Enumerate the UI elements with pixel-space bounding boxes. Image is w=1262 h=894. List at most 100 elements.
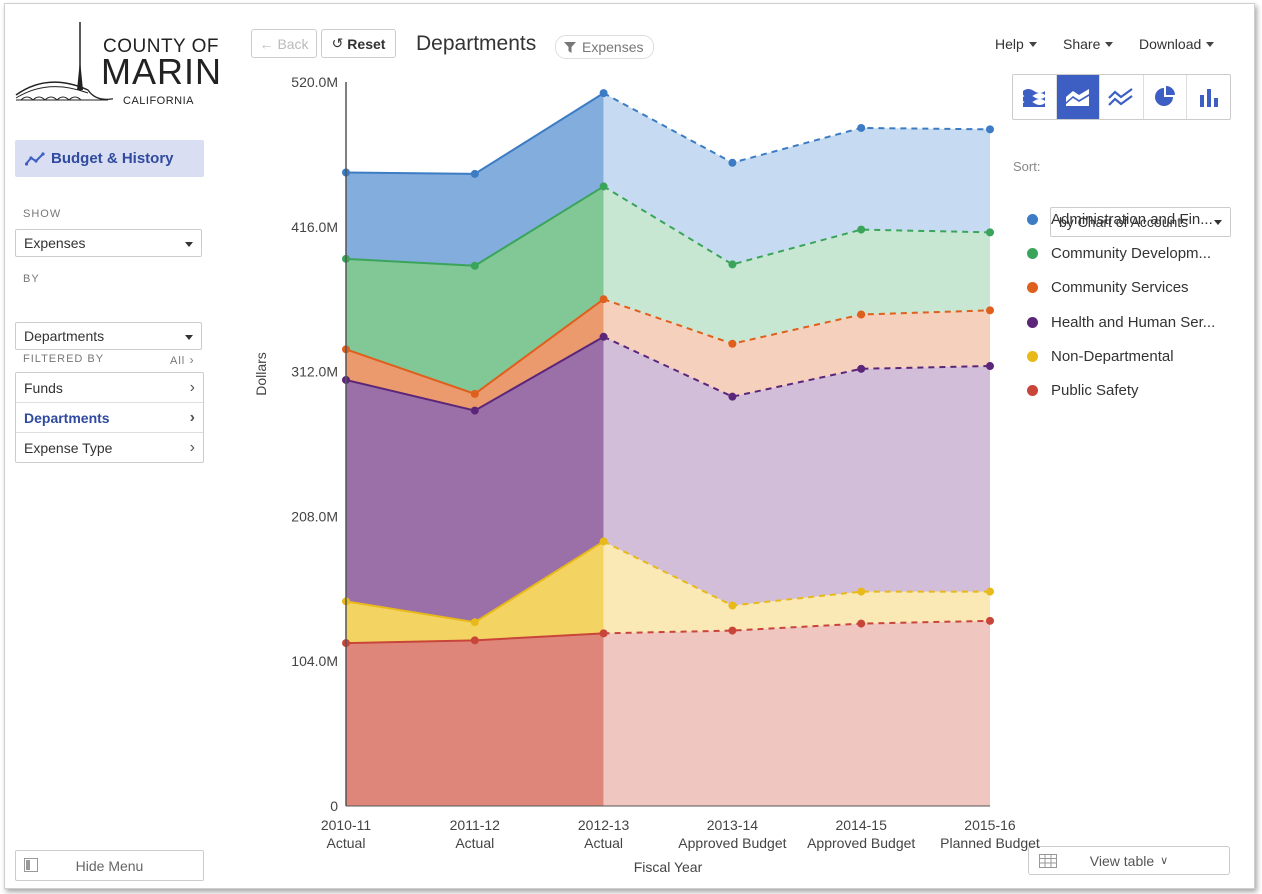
legend-label: Public Safety xyxy=(1051,382,1139,400)
x-tick-sublabel: Approved Budget xyxy=(807,835,915,851)
download-menu[interactable]: Download xyxy=(1139,36,1215,52)
stacked-area-wave-icon xyxy=(1023,89,1046,107)
area-band-budget xyxy=(603,186,990,344)
download-label: Download xyxy=(1139,36,1202,52)
x-axis-title: Fiscal Year xyxy=(634,859,703,875)
trend-line-icon xyxy=(25,151,45,166)
sort-select[interactable]: by Chart of Accounts xyxy=(1050,207,1231,237)
data-point xyxy=(599,537,608,546)
stacked-area-icon xyxy=(1065,89,1089,106)
chevron-right-icon: › xyxy=(185,353,195,367)
help-menu[interactable]: Help xyxy=(995,36,1037,52)
legend-item[interactable]: Community Developm... xyxy=(1027,236,1215,270)
legend-swatch xyxy=(1027,282,1038,294)
chevron-right-icon: › xyxy=(189,438,195,456)
page-title: Departments xyxy=(416,32,537,55)
filtered-by-label: FILTERED BY xyxy=(23,353,105,365)
x-tick-label: 2013-14 xyxy=(707,817,759,833)
chart-type-stream[interactable] xyxy=(1013,75,1057,119)
share-menu[interactable]: Share xyxy=(1063,36,1114,52)
area-band-budget xyxy=(603,299,990,397)
bar-icon xyxy=(1199,89,1218,107)
legend-label: Community Services xyxy=(1051,279,1189,297)
caret-down-icon xyxy=(1214,220,1222,225)
help-label: Help xyxy=(995,36,1024,52)
data-point xyxy=(857,587,866,596)
reset-label: Reset xyxy=(347,35,386,52)
chart-type-pie[interactable] xyxy=(1144,75,1188,119)
x-tick-label: 2011-12 xyxy=(450,817,501,833)
legend-label: Community Developm... xyxy=(1051,244,1212,262)
caret-down-icon xyxy=(1206,41,1215,47)
y-tick-label: 520.0M xyxy=(291,74,338,90)
data-point xyxy=(728,260,737,269)
chart-type-stacked-area[interactable] xyxy=(1056,75,1101,119)
data-point xyxy=(470,389,479,398)
logo-california-text: CALIFORNIA xyxy=(123,95,195,107)
logo-county-text: COUNTY OF xyxy=(103,36,220,57)
caret-down-icon xyxy=(1105,41,1114,47)
filter-item-label: Departments xyxy=(24,409,110,426)
filter-item-label: Expense Type xyxy=(24,439,113,456)
data-point xyxy=(986,306,994,315)
app-window: COUNTY OF MARIN CALIFORNIA Budget & Hist… xyxy=(4,3,1255,889)
legend-item[interactable]: Health and Human Ser... xyxy=(1027,305,1215,339)
reset-button[interactable]: ↺ Reset xyxy=(321,29,396,58)
filter-list: Funds › Departments › Expense Type › xyxy=(15,372,204,463)
chevron-down-icon: ∨ xyxy=(1160,855,1169,867)
pie-icon xyxy=(1155,86,1176,106)
chevron-right-icon: › xyxy=(189,378,195,396)
x-tick-sublabel: Approved Budget xyxy=(678,835,786,851)
x-tick-sublabel: Planned Budget xyxy=(940,835,1040,851)
data-point xyxy=(728,339,737,348)
departments-area-chart[interactable]: 0 104.0M 208.0M 312.0M 416.0M 520.0M 2010-11 Ac… xyxy=(5,4,1254,888)
legend-label: Administration and Fin... xyxy=(1051,210,1213,228)
series-line-budget xyxy=(603,335,991,398)
data-point xyxy=(857,619,866,628)
budget-history-label: Budget & History xyxy=(51,150,174,167)
by-select[interactable]: Departments xyxy=(15,322,202,350)
filtered-all-link[interactable]: All › xyxy=(170,353,195,367)
show-select[interactable]: Expenses xyxy=(15,229,202,257)
area-band-budget xyxy=(603,541,990,634)
hide-menu-label: Hide Menu xyxy=(75,857,144,874)
chart-type-line[interactable] xyxy=(1100,75,1144,119)
table-icon xyxy=(1039,854,1057,868)
by-label: BY xyxy=(23,273,40,285)
reset-icon: ↺ xyxy=(331,35,344,51)
legend-item[interactable]: Administration and Fin... xyxy=(1027,202,1215,236)
chevron-right-icon: › xyxy=(189,408,195,426)
show-label: SHOW xyxy=(23,208,62,220)
area-band-actual xyxy=(346,186,604,394)
legend-swatch xyxy=(1027,247,1038,259)
area-band-budget xyxy=(603,620,990,806)
data-point xyxy=(728,392,737,401)
legend-item[interactable]: Public Safety xyxy=(1027,373,1215,407)
back-button[interactable]: ← Back xyxy=(251,29,317,58)
budget-history-button[interactable]: Budget & History xyxy=(15,140,204,177)
data-point xyxy=(857,310,866,319)
area-band-actual xyxy=(346,93,604,266)
data-point xyxy=(986,362,994,371)
legend-item[interactable]: Non-Departmental xyxy=(1027,339,1215,373)
data-point xyxy=(857,123,866,132)
filter-item-departments[interactable]: Departments › xyxy=(16,403,203,433)
chart-type-bar[interactable] xyxy=(1187,75,1230,119)
legend-swatch xyxy=(1027,385,1038,397)
view-table-button[interactable]: View table ∨ xyxy=(1028,846,1230,875)
filter-pill[interactable]: Expenses xyxy=(555,35,655,59)
view-table-label: View table xyxy=(1089,852,1155,869)
filtered-all-label: All xyxy=(170,355,186,367)
county-logo-icon xyxy=(15,22,113,101)
data-point xyxy=(857,225,866,234)
filter-item-expense-type[interactable]: Expense Type › xyxy=(16,433,203,462)
legend-label: Health and Human Ser... xyxy=(1051,313,1216,331)
logo-marin-text: MARIN xyxy=(101,51,222,92)
filter-item-funds[interactable]: Funds › xyxy=(16,373,203,403)
data-point xyxy=(986,125,994,134)
legend-item[interactable]: Community Services xyxy=(1027,271,1215,305)
sort-select-value: by Chart of Accounts xyxy=(1059,214,1189,230)
legend-label: Non-Departmental xyxy=(1051,347,1174,365)
hide-menu-button[interactable]: Hide Menu xyxy=(15,850,204,881)
data-point xyxy=(470,261,479,270)
